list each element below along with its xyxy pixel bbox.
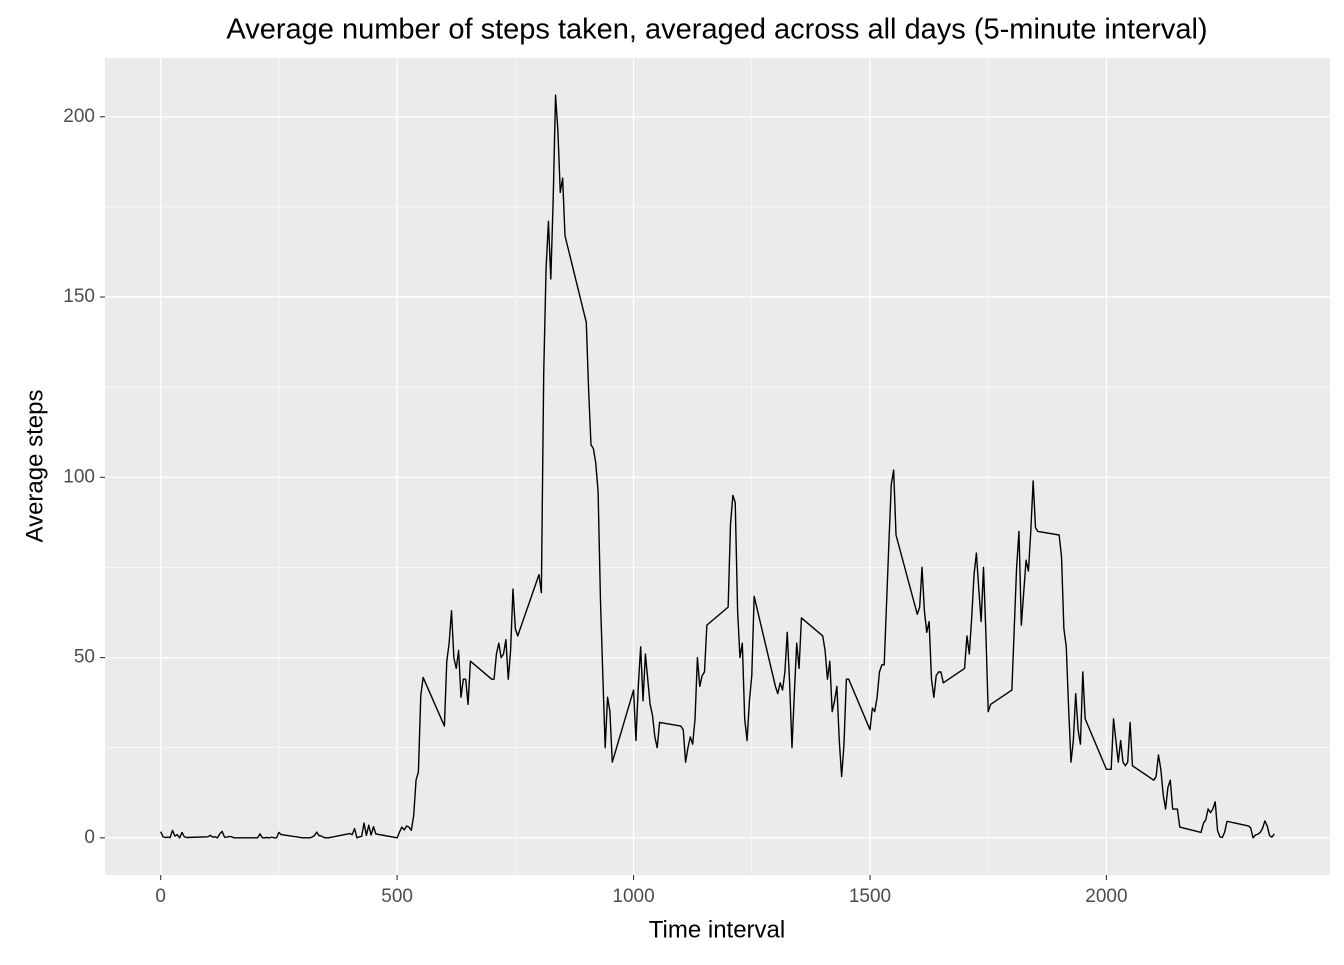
- x-axis-title: Time interval: [649, 916, 785, 943]
- y-tick-label: 150: [63, 286, 95, 307]
- y-tick-label: 0: [84, 827, 95, 848]
- panel: [105, 58, 1330, 875]
- x-tick-label: 1000: [612, 886, 654, 907]
- data-line: [160, 94, 1275, 839]
- x-tick-label: 1500: [849, 886, 891, 907]
- y-tick-label: 50: [74, 647, 95, 668]
- x-tick-label: 2000: [1085, 886, 1127, 907]
- x-tick-label: 0: [155, 886, 166, 907]
- chart-title: Average number of steps taken, averaged …: [226, 14, 1207, 46]
- y-axis-title: Average steps: [21, 390, 48, 543]
- x-tick-label: 500: [381, 886, 413, 907]
- y-tick-label: 200: [63, 106, 95, 127]
- y-tick-label: 100: [63, 466, 95, 487]
